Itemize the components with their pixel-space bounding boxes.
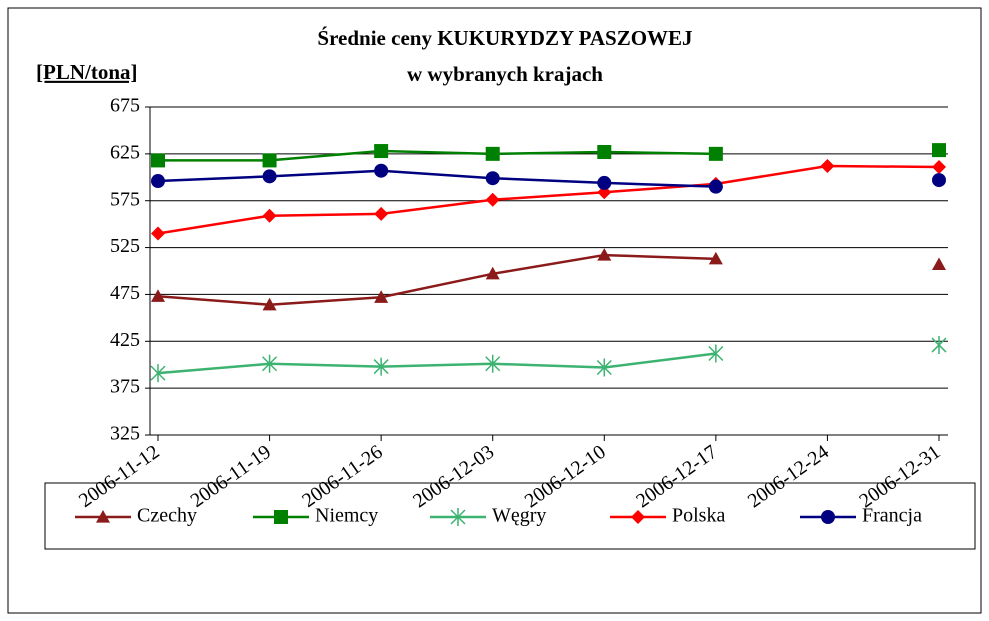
legend-label: Polska [672,505,725,527]
marker [262,169,277,184]
marker [932,173,946,188]
y-tick-label: 575 [110,188,140,210]
marker [708,344,724,363]
legend-label: Węgry [492,505,546,527]
legend-label: Francja [862,505,922,527]
marker [708,251,723,265]
y-tick-label: 625 [110,141,140,163]
marker [597,144,612,159]
marker [820,159,835,174]
marker [597,248,612,261]
marker [374,206,389,221]
marker [450,508,466,526]
marker [932,143,946,158]
marker [597,175,612,190]
marker [485,192,500,207]
marker [151,226,165,241]
y-tick-label: 475 [110,282,140,304]
marker [485,171,500,186]
marker [262,354,278,373]
marker [262,153,277,168]
marker [932,159,946,174]
marker [262,297,277,311]
marker [596,358,612,377]
marker [821,510,835,524]
marker [485,266,500,280]
legend-label: Niemcy [315,505,378,527]
y-tick-label: 525 [110,235,140,257]
marker [96,510,110,523]
marker [151,174,165,189]
marker [374,144,389,159]
marker [485,146,500,161]
marker [151,153,165,168]
marker [374,290,389,303]
y-tick-label: 375 [110,376,140,398]
marker [932,257,946,271]
marker [151,289,165,302]
marker [708,146,723,161]
marker [708,179,723,194]
marker [374,163,389,178]
marker [373,357,389,376]
marker [150,364,166,383]
marker [931,336,947,355]
marker [274,510,288,524]
y-tick-label: 675 [110,95,140,117]
chart-title: Średnie ceny KUKURYDZY PASZOWEJ [317,26,692,50]
series-line [157,164,940,235]
marker [485,354,501,373]
y-tick-label: 425 [110,329,140,351]
marker [631,510,645,524]
y-tick-label: 325 [110,423,140,445]
chart-subtitle: w wybranych krajach [407,62,603,86]
legend-label: Czechy [137,505,197,527]
y-axis-label: [PLN/tona] [36,60,138,84]
marker [262,208,277,223]
